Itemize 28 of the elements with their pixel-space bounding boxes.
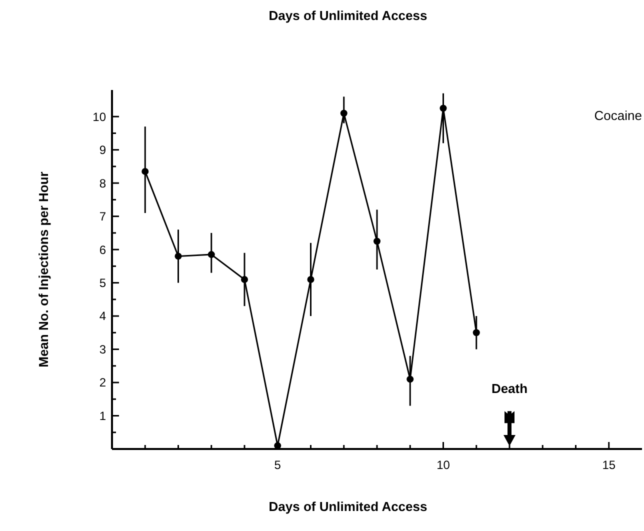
chart-title: Days of Unlimited Access xyxy=(268,8,428,23)
point xyxy=(307,276,314,283)
x-tick-label: 10 xyxy=(436,458,450,472)
point xyxy=(440,104,447,112)
x-tick-label: 15 xyxy=(602,458,616,472)
y-tick-label: 8 xyxy=(99,176,106,190)
y-tick-label: 6 xyxy=(99,242,106,257)
point xyxy=(142,168,149,175)
y-tick-label: 1 xyxy=(99,408,106,423)
y-tick-label: 9 xyxy=(99,143,106,158)
x-axis-title: Days of Unlimited Access xyxy=(268,499,428,514)
y-axis-title: Mean No. of Injections per Hour xyxy=(36,172,51,368)
point xyxy=(340,110,348,117)
point xyxy=(174,252,182,260)
annotation: Cocaine xyxy=(594,108,642,123)
point xyxy=(241,276,248,283)
y-tick-label: 4 xyxy=(99,309,106,324)
point xyxy=(472,329,480,336)
y-tick-label: 2 xyxy=(99,376,106,390)
x-tick-label: 5 xyxy=(274,458,282,472)
point xyxy=(406,376,414,383)
y-tick-label: 3 xyxy=(99,342,106,356)
point xyxy=(374,238,380,245)
point xyxy=(208,251,215,258)
y-tick-label: 10 xyxy=(92,110,106,124)
y-tick-label: 5 xyxy=(99,276,106,290)
y-tick-label: 7 xyxy=(99,210,106,224)
ref-line-label: Death xyxy=(491,381,528,396)
